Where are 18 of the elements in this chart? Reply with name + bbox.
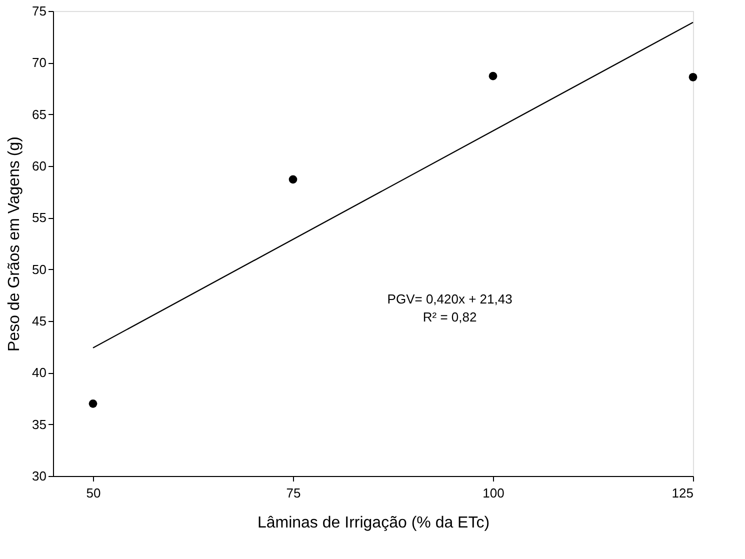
y-tick-label: 35 — [32, 416, 46, 432]
x-tick-label: 75 — [286, 486, 301, 500]
x-tick-label: 50 — [86, 486, 101, 500]
x-tick-label: 125 — [672, 486, 694, 500]
y-tick-label: 40 — [32, 365, 46, 380]
y-axis-title: Peso de Grãos em Vagens (g) — [6, 136, 24, 352]
annotation: PGV= 0,420x + 21,43 — [387, 291, 512, 306]
y-tick-label: 65 — [32, 106, 46, 122]
y-tick-label: 60 — [32, 158, 46, 174]
x-axis-title: Lâminas de Irrigação (% da ETc) — [257, 514, 490, 532]
annotation: R² = 0,82 — [422, 309, 477, 324]
y-tick-label: 30 — [32, 468, 46, 484]
y-tick-label: 45 — [32, 314, 46, 328]
y-tick-label: 55 — [32, 210, 46, 226]
y-tick-label: 70 — [32, 55, 46, 70]
y-tick-label: 50 — [32, 262, 46, 277]
y-tick-label: 75 — [32, 4, 46, 18]
x-tick-label: 100 — [482, 486, 504, 500]
